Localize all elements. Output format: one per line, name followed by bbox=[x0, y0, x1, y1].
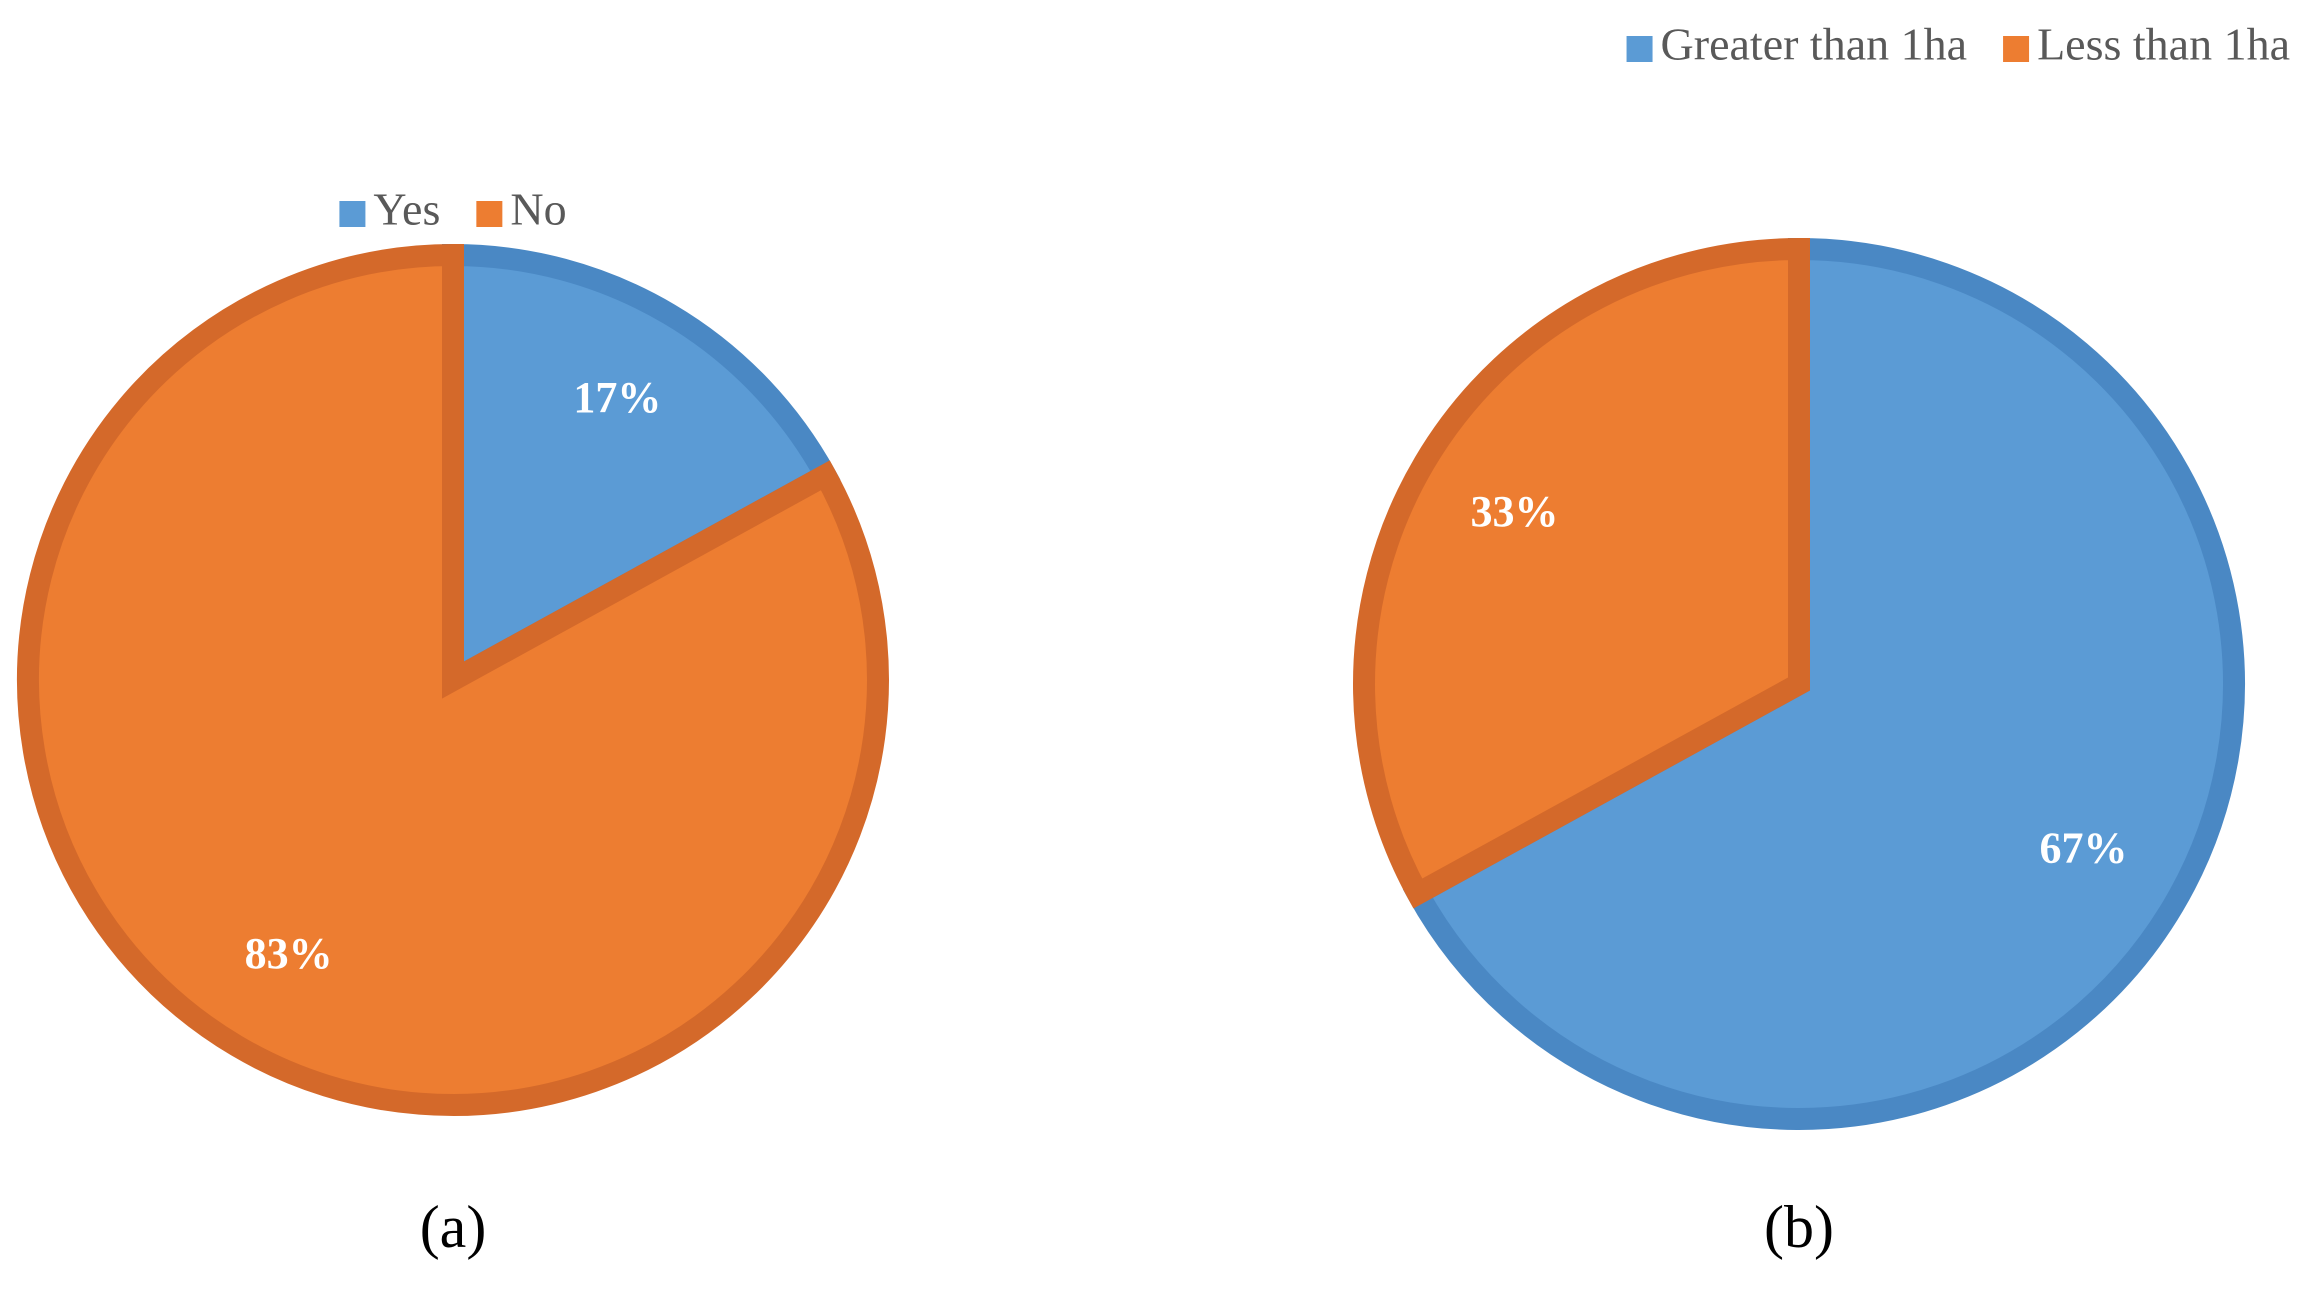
pie-slice bbox=[1353, 237, 1810, 909]
legend: Yes No bbox=[339, 184, 567, 235]
pie-slice bbox=[442, 243, 841, 699]
legend: Greater than 1ha Less than 1ha bbox=[1626, 19, 2290, 70]
legend-swatch bbox=[2003, 36, 2030, 62]
data-label: 67% bbox=[2040, 823, 2128, 872]
caption: (b) bbox=[1764, 1194, 1834, 1260]
legend-label: Less than 1ha bbox=[2037, 19, 2290, 70]
legend-swatch bbox=[339, 201, 366, 227]
pie-slice bbox=[1402, 237, 2245, 1130]
legend-swatch bbox=[476, 201, 503, 227]
pie-slice bbox=[17, 243, 889, 1116]
legend-label: No bbox=[510, 184, 566, 235]
legend-label: Yes bbox=[373, 184, 440, 235]
legend-label: Greater than 1ha bbox=[1661, 19, 1968, 70]
caption: (a) bbox=[420, 1194, 487, 1260]
legend-swatch bbox=[1626, 36, 1653, 62]
data-label: 33% bbox=[1470, 487, 1558, 536]
data-label: 83% bbox=[245, 929, 333, 978]
data-label: 17% bbox=[573, 373, 661, 422]
